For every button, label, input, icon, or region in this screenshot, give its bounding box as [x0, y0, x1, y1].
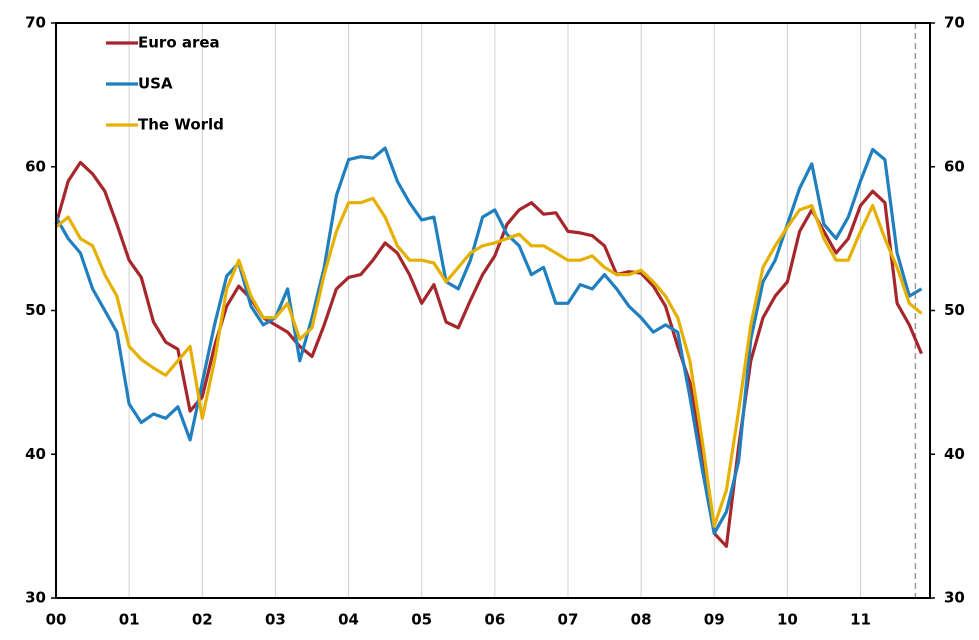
plot-frame	[55, 22, 931, 599]
legend-label: Euro area	[138, 34, 220, 52]
y2-tick-label: 30	[944, 589, 965, 607]
x-tick-label: 01	[119, 611, 140, 629]
y-tick-label: 70	[25, 14, 46, 32]
y-tick-label: 60	[25, 157, 46, 175]
y2-tick-label: 50	[944, 301, 965, 319]
x-tick-label: 09	[704, 611, 725, 629]
y2-tick-label: 60	[944, 157, 965, 175]
x-tick-label: 10	[777, 611, 798, 629]
y-tick-label: 40	[25, 445, 46, 463]
series-line	[54, 196, 923, 528]
y-tick-label: 50	[25, 301, 46, 319]
x-tick-label: 08	[631, 611, 652, 629]
x-tick-label: 00	[46, 611, 67, 629]
series-line	[54, 146, 923, 535]
y2-tick-label: 40	[944, 445, 965, 463]
y2-tick-label: 70	[944, 14, 965, 32]
x-tick-label: 07	[558, 611, 579, 629]
x-tick-label: 11	[850, 611, 871, 629]
x-tick-label: 04	[338, 611, 359, 629]
legend-label: The World	[138, 116, 224, 134]
x-tick-label: 06	[484, 611, 505, 629]
x-tick-label: 02	[192, 611, 213, 629]
y-tick-label: 30	[25, 589, 46, 607]
x-tick-label: 03	[265, 611, 286, 629]
legend-label: USA	[138, 75, 173, 93]
x-tick-label: 05	[411, 611, 432, 629]
